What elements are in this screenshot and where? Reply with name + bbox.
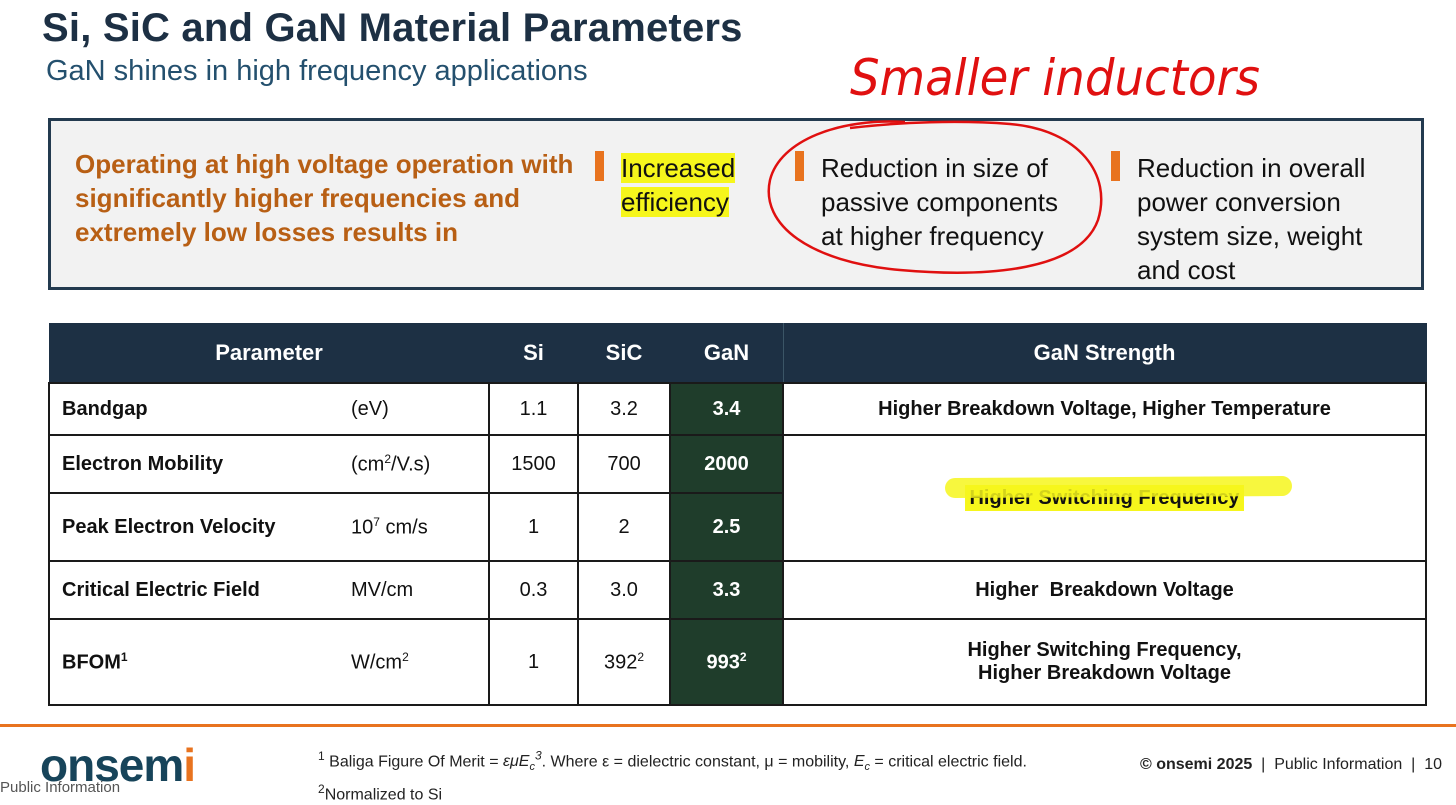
footnote-1: 1 Baliga Figure Of Merit = εμEc3. Where …	[318, 749, 1027, 774]
header-gan-strength: GaN Strength	[782, 323, 1427, 384]
cell-si: 1500	[488, 434, 580, 494]
header-parameter: Parameter	[48, 323, 490, 384]
row-name: Critical Electric Field	[48, 560, 347, 620]
table-header-row: Parameter Si SiC GaN GaN Strength	[48, 323, 1427, 384]
callout-lead-text: Operating at high voltage operation with…	[75, 149, 574, 247]
cell-sic: 700	[577, 434, 672, 494]
row-unit: W/cm2	[347, 618, 491, 706]
callout-box: Operating at high voltage operation with…	[48, 118, 1424, 290]
footnote-2: 2Normalized to Si	[318, 781, 443, 803]
row-name: BFOM1	[48, 618, 347, 706]
table-row: Critical Electric Field MV/cm 0.3 3.0 3.…	[48, 560, 1428, 620]
highlighted-strength: Higher Switching Frequency	[965, 484, 1244, 511]
row-unit: MV/cm	[347, 560, 491, 620]
callout-item-text: Reduction in overall power conversion sy…	[1137, 153, 1366, 285]
callout-item-system-size: Reduction in overall power conversion sy…	[1111, 151, 1397, 287]
row-unit: (eV)	[347, 382, 491, 436]
header-si: Si	[488, 323, 579, 384]
cell-strength: Higher Breakdown Voltage	[782, 560, 1428, 620]
table-row: BFOM1 W/cm2 1 3922 9932 Higher Switching…	[48, 618, 1428, 706]
row-unit: (cm2/V.s)	[347, 434, 491, 494]
bullet-bar-icon	[1111, 151, 1120, 181]
page-number: 10	[1424, 756, 1442, 773]
copyright-line: © onsemi 2025 | Public Information | 10	[1139, 756, 1442, 773]
footer-divider	[0, 724, 1456, 727]
row-name: Peak Electron Velocity	[48, 492, 347, 562]
cell-strength: Higher Switching Frequency, Higher Break…	[782, 618, 1428, 706]
strength-line: Higher Switching Frequency,	[967, 639, 1242, 661]
handwritten-note-text: Smaller inductors	[850, 49, 1260, 107]
bullet-bar-icon	[795, 151, 804, 181]
cell-strength: Higher Switching Frequency	[782, 434, 1428, 562]
footnotes: 1 Baliga Figure Of Merit = εμEc3. Where …	[318, 746, 1027, 805]
header-sic: SiC	[577, 323, 671, 384]
row-unit: 107 cm/s	[347, 492, 491, 562]
cell-sic: 3922	[577, 618, 672, 706]
callout-item-passive-size: Reduction in size of passive components …	[795, 151, 1086, 253]
highlighted-text: Increased efficiency	[621, 153, 736, 217]
strength-line: Higher Breakdown Voltage	[978, 662, 1232, 684]
slide-subtitle: GaN shines in high frequency application…	[46, 55, 588, 87]
slide-title: Si, SiC and GaN Material Parameters	[42, 6, 743, 50]
cell-gan: 2000	[669, 434, 785, 494]
cell-sic: 3.2	[577, 382, 672, 436]
cell-sic: 2	[577, 492, 672, 562]
table-row: Bandgap (eV) 1.1 3.2 3.4 Higher Breakdow…	[48, 382, 1428, 436]
cell-si: 1	[488, 618, 580, 706]
table-row: Peak Electron Velocity 107 cm/s 1 2 2.5	[48, 492, 1426, 562]
cell-gan: 9932	[669, 618, 785, 706]
cell-si: 1	[488, 492, 580, 562]
cell-gan: 3.4	[669, 382, 785, 436]
logo-public-info: Public Information	[0, 779, 121, 796]
row-name: Electron Mobility	[48, 434, 347, 494]
cell-sic: 3.0	[577, 560, 672, 620]
callout-item-efficiency: Increased efficiency	[595, 151, 761, 219]
table-row: Electron Mobility (cm2/V.s) 1500 700 200…	[48, 434, 1428, 562]
bullet-bar-icon	[595, 151, 604, 181]
cell-si: 1.1	[488, 382, 580, 436]
onsemi-logo: onsemi	[40, 739, 196, 791]
callout-item-text: Reduction in size of passive components …	[821, 153, 1059, 251]
cell-gan: 3.3	[669, 560, 785, 620]
header-gan: GaN	[669, 323, 784, 384]
cell-strength: Higher Breakdown Voltage, Higher Tempera…	[782, 382, 1428, 436]
cell-si: 0.3	[488, 560, 580, 620]
row-name: Bandgap	[48, 382, 347, 436]
material-parameters-table: Parameter Si SiC GaN GaN Strength Bandga…	[48, 323, 1428, 706]
cell-gan: 2.5	[669, 492, 785, 562]
